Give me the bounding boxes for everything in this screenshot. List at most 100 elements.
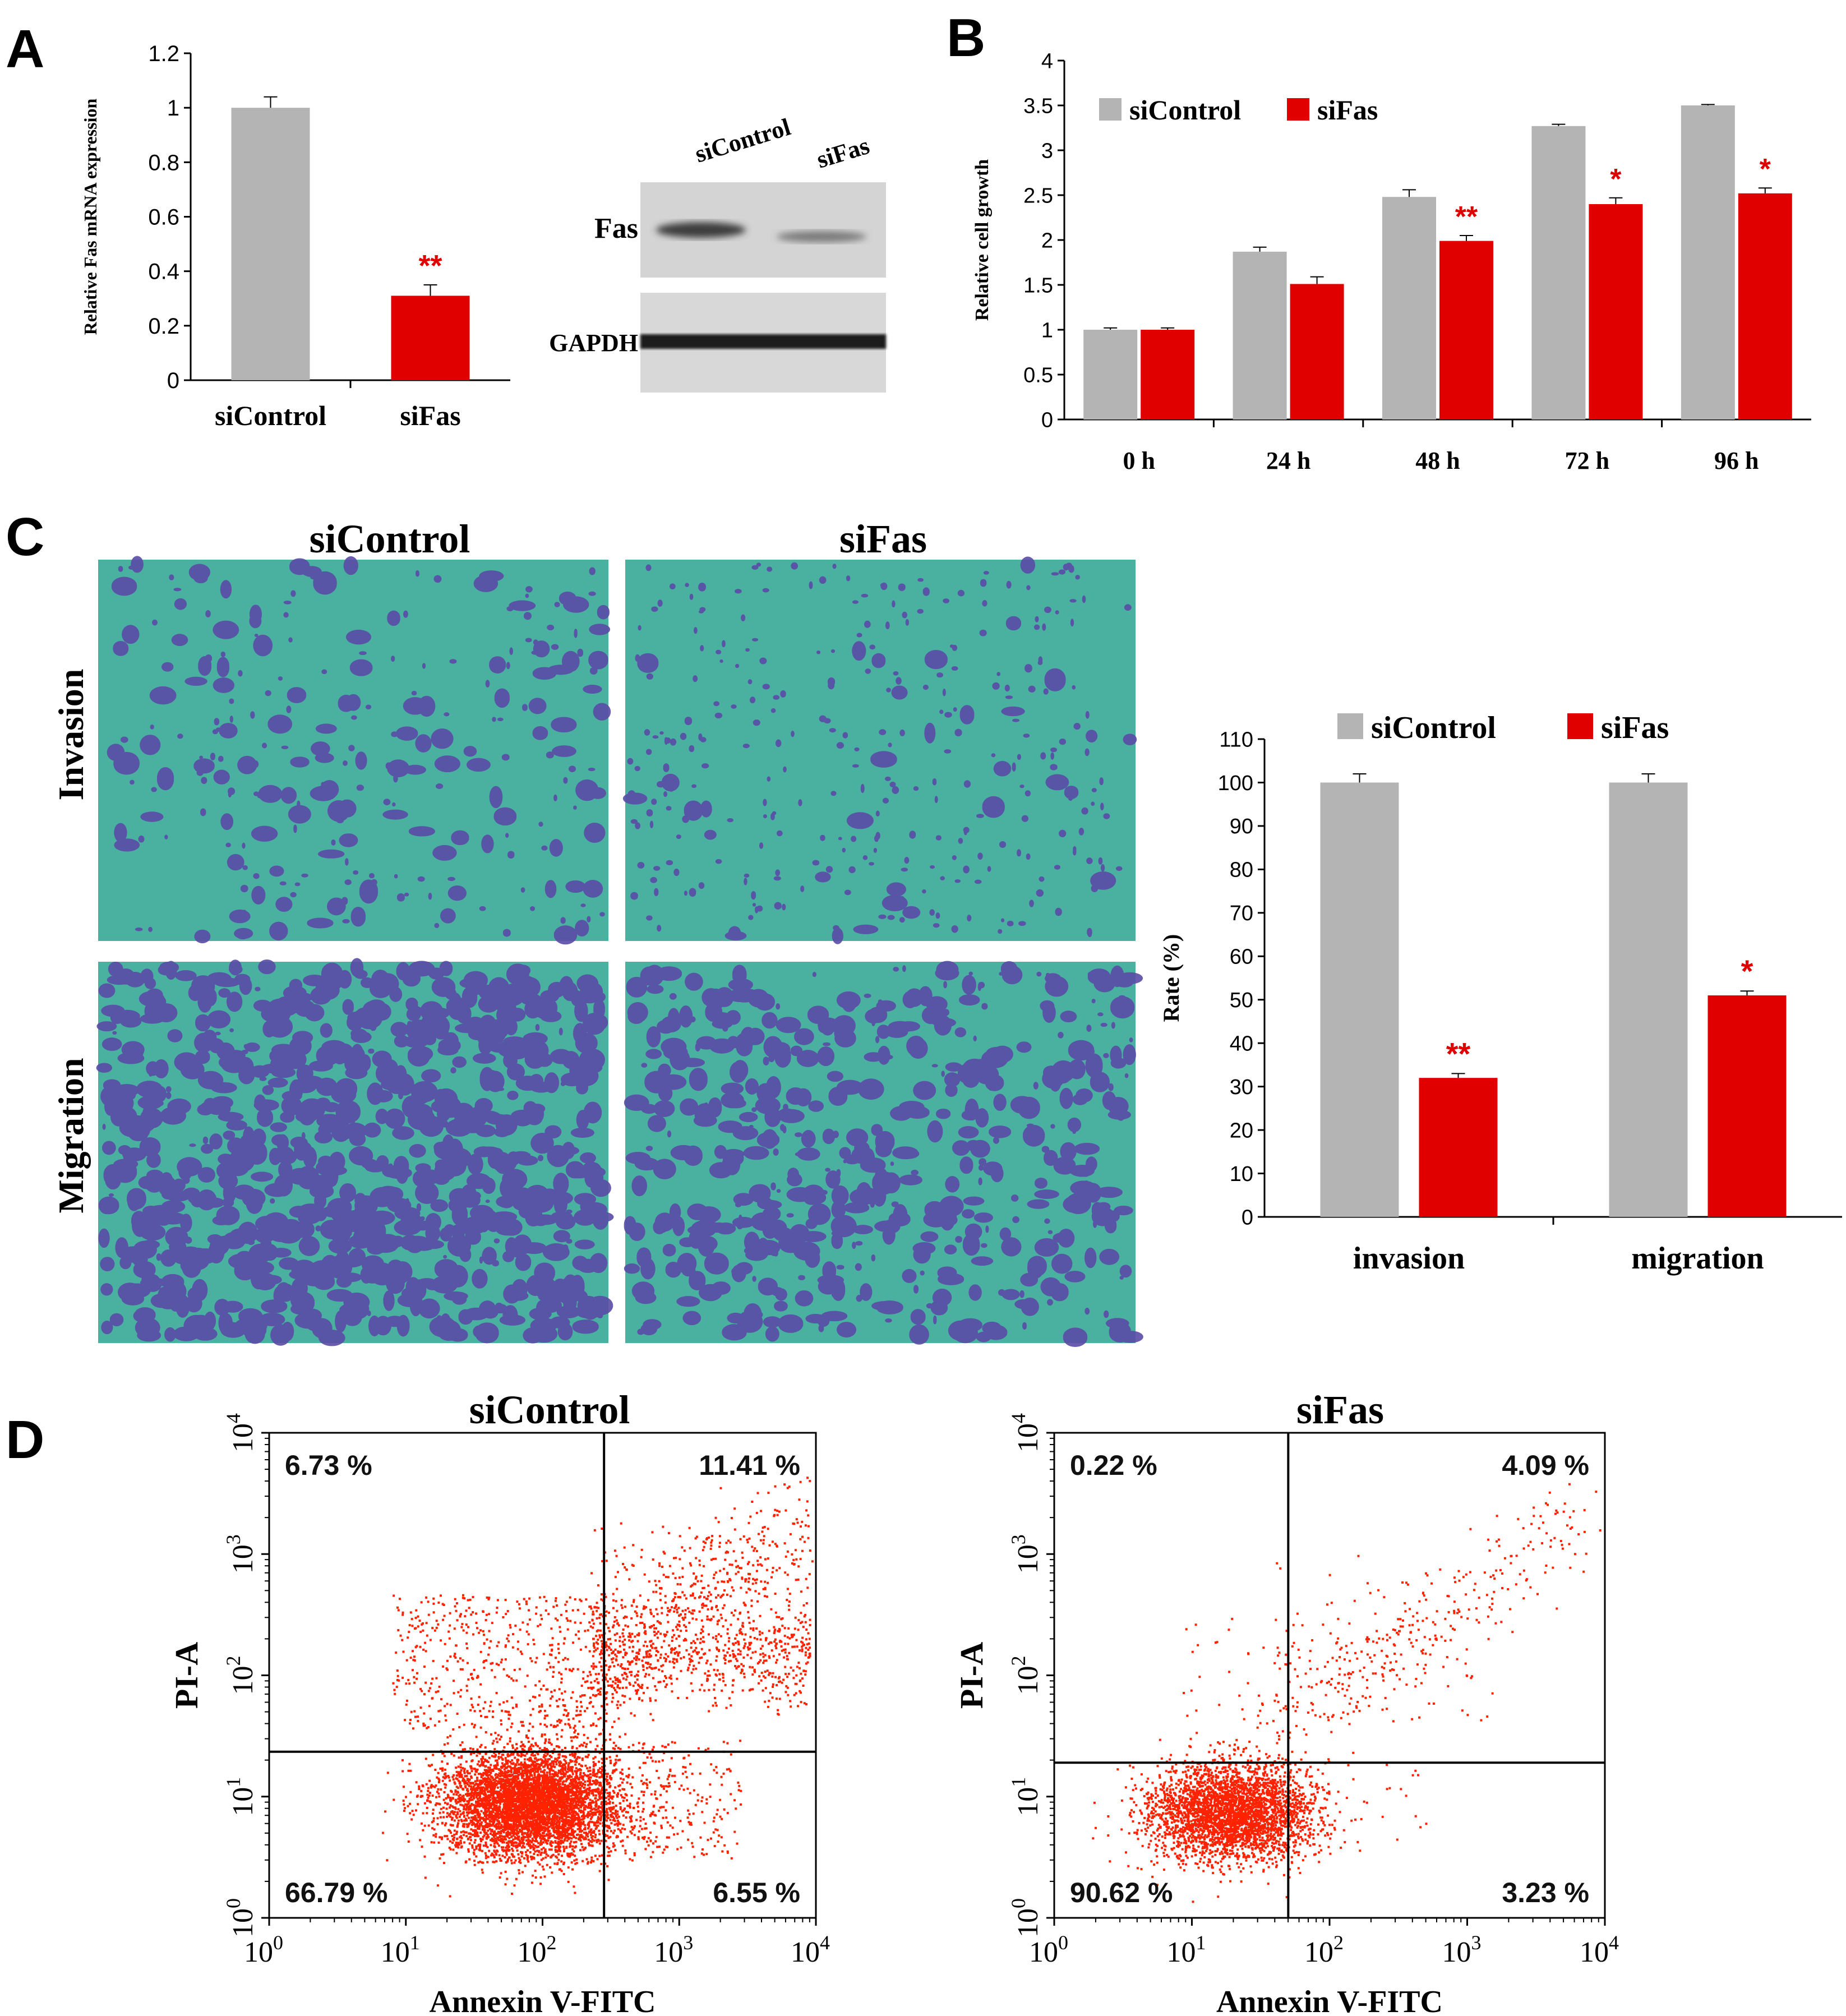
y-tick-base: 10: [227, 1908, 259, 1937]
bar-siFas: [1707, 995, 1787, 1217]
x-tick-exponent: 3: [683, 1931, 693, 1954]
significance-marker: **: [418, 249, 442, 283]
panel-b-letter: B: [947, 8, 985, 68]
y-tick-label: 100: [222, 1898, 259, 1937]
y-tick-label: 102: [1007, 1656, 1044, 1695]
x-tick-label: 101: [1167, 1931, 1206, 1968]
quadrant-upper-right: 4.09 %: [1502, 1450, 1589, 1481]
legend-label-siControl: siControl: [1371, 711, 1496, 745]
significance-marker: *: [1610, 163, 1622, 196]
y-tick-label: 4: [1041, 49, 1053, 73]
x-tick-base: 10: [518, 1936, 547, 1968]
x-category-label: siControl: [215, 400, 326, 431]
bar-siFas: [1589, 204, 1643, 419]
y-tick-label: 80: [1230, 859, 1253, 882]
legend-swatch-siControl: [1337, 713, 1363, 739]
y-tick-label: 101: [222, 1777, 259, 1816]
x-tick-base: 10: [381, 1936, 410, 1968]
panel-a: A 0 0.2 0.4 0.6 0.8 1 1.2 siControl ** siFas Relat…: [6, 19, 886, 431]
legend-label-siControl: siControl: [1129, 94, 1241, 126]
y-tick-label: 104: [1007, 1413, 1044, 1452]
panel-a-letter: A: [6, 19, 44, 79]
y-tick-label: 103: [222, 1534, 259, 1574]
x-tick-exponent: 1: [1196, 1931, 1206, 1954]
bar-siControl: [1233, 251, 1287, 419]
y-tick-exponent: 1: [1007, 1777, 1030, 1787]
blot-gapdh-band: [640, 334, 886, 349]
panel-b-chart: 0 0.5 1 1.5 2 2.5 3 3.5 4 0 h 24 h ** 48 h * 72 h * 96 h…: [972, 49, 1811, 474]
x-axis-label: Annexin V-FITC: [1216, 1985, 1443, 2016]
significance-marker: **: [1455, 201, 1478, 233]
y-tick-label: 70: [1230, 902, 1253, 925]
bar-siFas: [1439, 241, 1493, 419]
bar-siControl: [1609, 782, 1688, 1217]
significance-marker: *: [1741, 953, 1753, 989]
y-tick-base: 10: [227, 1544, 259, 1574]
y-tick-label: 0: [1041, 408, 1053, 432]
y-tick-label: 20: [1230, 1119, 1253, 1142]
y-tick-base: 10: [227, 1666, 259, 1695]
quadrant-lower-left: 90.62 %: [1070, 1877, 1173, 1908]
micrograph-row-migration: Migration: [51, 1058, 91, 1213]
panel-c-chart: 0 10 20 30 40 50 60 70 80 90 100 110 ** invasion * migr…: [1159, 711, 1842, 1276]
quadrant-upper-left: 6.73 %: [285, 1450, 372, 1481]
legend-swatch-siControl: [1099, 98, 1122, 121]
y-tick-label: 0.8: [148, 150, 179, 175]
panel-b: B 0 0.5 1 1.5 2 2.5 3 3.5 4 0 h 24 h ** 48 h * 72 h * 96…: [947, 8, 1811, 474]
legend-swatch-siFas: [1567, 713, 1593, 739]
x-tick-base: 10: [654, 1936, 683, 1968]
y-tick-label: 40: [1230, 1032, 1253, 1055]
y-tick-base: 10: [227, 1423, 259, 1452]
y-tick-base: 10: [1012, 1787, 1044, 1816]
y-tick-exponent: 1: [222, 1777, 244, 1787]
bar-siFas: [1290, 284, 1344, 419]
blot-lane-sicontrol: siControl: [692, 113, 794, 168]
x-tick-label: 103: [654, 1931, 693, 1968]
y-tick-label: 1: [1041, 319, 1053, 342]
x-tick-exponent: 4: [1609, 1931, 1619, 1954]
x-tick-label: 104: [1580, 1931, 1619, 1968]
x-category-label: 0 h: [1123, 447, 1155, 474]
y-tick-label: 0.2: [148, 314, 179, 339]
x-axis-label: Annexin V-FITC: [429, 1985, 656, 2016]
y-tick-label: 110: [1219, 728, 1253, 751]
y-tick-label: 2: [1041, 229, 1053, 252]
x-tick-exponent: 2: [547, 1931, 557, 1954]
y-tick-exponent: 2: [1007, 1656, 1030, 1666]
blot-fas-band-sicontrol: [656, 222, 746, 238]
y-tick-label: 0: [1242, 1206, 1253, 1229]
panel-a-chart: 0 0.2 0.4 0.6 0.8 1 1.2 siControl ** siFas Relativ…: [80, 41, 510, 431]
y-tick-exponent: 0: [1007, 1898, 1030, 1908]
x-tick-exponent: 3: [1471, 1931, 1482, 1954]
x-tick-label: 101: [381, 1931, 420, 1968]
y-tick-exponent: 4: [1007, 1413, 1030, 1423]
y-axis-label: Rate (%): [1159, 934, 1184, 1022]
bar-siFas: [1141, 330, 1195, 419]
micrograph-col-sifas: siFas: [839, 516, 927, 561]
micrograph-migration-sicontrol: [96, 958, 614, 1346]
y-tick-label: 102: [222, 1656, 259, 1695]
y-tick-label: 0.6: [148, 205, 179, 230]
bar-siControl: [1083, 330, 1138, 419]
y-tick-exponent: 4: [222, 1413, 244, 1423]
x-tick-exponent: 1: [410, 1931, 420, 1954]
y-tick-base: 10: [1012, 1666, 1044, 1695]
x-tick-label: 100: [1029, 1931, 1068, 1968]
x-tick-base: 10: [244, 1936, 273, 1968]
significance-marker: *: [1760, 153, 1771, 186]
y-tick-label: 1.2: [148, 41, 179, 66]
blot-row-gapdh: GAPDH: [549, 329, 638, 357]
panel-c: C siControl siFas Invasion Migration 0 10…: [6, 507, 1842, 1347]
y-tick-label: 3: [1041, 139, 1053, 163]
y-tick-label: 50: [1230, 989, 1253, 1012]
quadrant-lower-right: 3.23 %: [1502, 1877, 1589, 1908]
y-axis-label: Relative Fas mRNA expression: [80, 99, 100, 335]
x-tick-exponent: 4: [820, 1931, 830, 1954]
y-tick-label: 100: [1218, 772, 1253, 795]
panel-d-letter: D: [6, 1410, 44, 1470]
legend-label-siFas: siFas: [1601, 711, 1669, 745]
x-tick-base: 10: [1580, 1936, 1609, 1968]
